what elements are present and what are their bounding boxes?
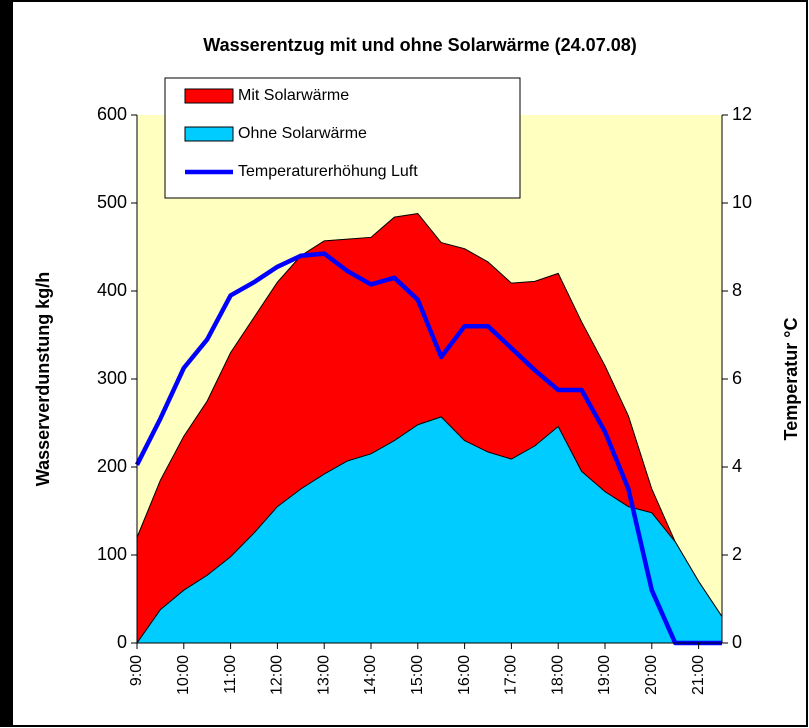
y-tick-label: 100 (97, 544, 127, 564)
x-tick-label: 12:00 (269, 655, 286, 695)
y-axis-title: Wasserverdunstung kg/h (33, 272, 53, 486)
y-tick-label: 500 (97, 192, 127, 212)
y2-tick-label: 12 (732, 104, 752, 124)
y-tick-label: 300 (97, 368, 127, 388)
x-tick-label: 13:00 (315, 655, 332, 695)
y-tick-label: 400 (97, 280, 127, 300)
y2-tick-label: 10 (732, 192, 752, 212)
x-tick-label: 9:00 (128, 655, 145, 686)
y2-tick-label: 2 (732, 544, 742, 564)
y2-axis-title: Temperatur °C (781, 318, 801, 441)
x-tick-label: 15:00 (409, 655, 426, 695)
legend-swatch (184, 88, 234, 104)
chart-title: Wasserentzug mit und ohne Solarwärme (24… (203, 35, 636, 55)
y2-tick-label: 0 (732, 632, 742, 652)
x-tick-label: 11:00 (222, 655, 239, 694)
y-tick-label: 0 (117, 632, 127, 652)
legend-swatch (184, 126, 234, 142)
x-tick-label: 21:00 (690, 655, 707, 695)
y2-tick-label: 8 (732, 280, 742, 300)
frame-bar (1, 1, 13, 726)
x-tick-label: 19:00 (596, 655, 613, 695)
y2-tick-label: 6 (732, 368, 742, 388)
area (136, 416, 723, 644)
y-tick-label: 600 (97, 104, 127, 124)
y-tick-label: 200 (97, 456, 127, 476)
x-tick-label: 20:00 (643, 655, 660, 695)
legend-label: Ohne Solarwärme (238, 125, 367, 142)
x-tick-label: 10:00 (175, 655, 192, 695)
x-tick-label: 18:00 (549, 655, 566, 695)
legend-label: Mit Solarwärme (238, 87, 349, 104)
line (134, 251, 722, 646)
x-tick-label: 16:00 (456, 655, 473, 695)
x-tick-label: 14:00 (362, 655, 379, 695)
legend-label: Temperaturerhöhung Luft (238, 163, 418, 180)
x-tick-label: 17:00 (503, 655, 520, 695)
y2-tick-label: 4 (732, 456, 742, 476)
